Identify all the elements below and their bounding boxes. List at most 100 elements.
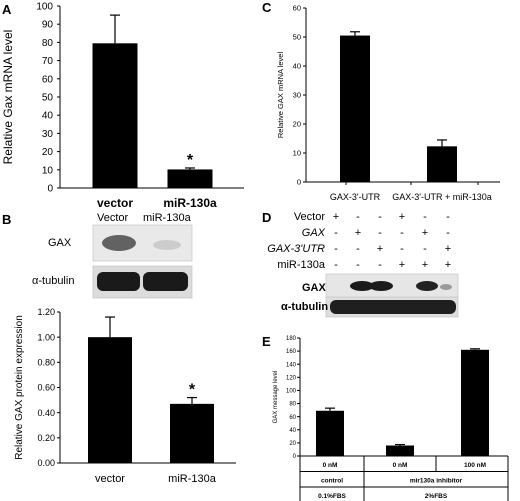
x-category-label: miR-130a: [168, 473, 217, 485]
y-tick-label: 20: [42, 147, 54, 158]
x-category-label: GAX-3'-UTR: [330, 192, 381, 202]
y-tick-label: 30: [42, 129, 54, 140]
sign-matrix-cell: -: [356, 211, 360, 223]
sign-matrix-cell: +: [422, 227, 428, 239]
blot-b-tubulin-band: [143, 272, 188, 291]
sign-matrix-cell: -: [400, 227, 404, 239]
chart-panel-a: 0 10 20 30 40 50 60 70 80 90 100 Relative Gax mRNA …: [1, 2, 244, 210]
y-tick-label: 60: [293, 4, 301, 13]
sign-matrix-cell: -: [446, 227, 450, 239]
bar: [170, 403, 214, 463]
sign-matrix-cell: +: [445, 259, 451, 271]
y-tick-label: 0.20: [37, 433, 55, 443]
table-cell: 0.1%FBS: [318, 493, 346, 500]
y-tick-label: 180: [286, 336, 297, 342]
blot-b-lane-label: miR-130a: [143, 212, 192, 224]
y-tick-label: 20: [293, 120, 301, 129]
y-tick-label: 120: [286, 375, 297, 381]
y-tick-label: 0: [47, 184, 53, 195]
y-tick-label: 100: [36, 2, 53, 13]
y-tick-label: 0.00: [37, 458, 55, 468]
sign-matrix-cell: -: [446, 211, 450, 223]
x-category-label: 0 nM: [393, 462, 408, 469]
y-tick-label: 90: [42, 20, 54, 31]
x-category-label: vector: [97, 196, 133, 210]
sign-matrix-cell: -: [400, 243, 404, 255]
y-tick-label: 50: [293, 33, 301, 42]
y-axis-title: Relative Gax mRNA level: [1, 30, 15, 165]
bar: [88, 337, 132, 463]
x-category-label: 100 nM: [464, 462, 486, 469]
sign-matrix-cell: -: [423, 211, 427, 223]
blot-d-gax-band: [416, 281, 438, 291]
y-tick-label: 1.20: [37, 307, 55, 317]
chart-panel-c: 0 10 20 30 40 50 60 Relative GAX mRNA level GAX-…: [276, 4, 500, 202]
table-cell: control: [321, 478, 343, 485]
y-tick-label: 70: [42, 56, 54, 67]
y-tick-label: 10: [42, 165, 54, 176]
panel-b-western-blot: Vector miR-130a GAX α-tubulin: [32, 212, 193, 299]
y-tick-label: 100: [286, 389, 297, 395]
y-tick-label: 140: [286, 362, 297, 368]
bar: [92, 43, 138, 189]
y-tick-label: 0.80: [37, 357, 55, 367]
y-tick-label: 20: [289, 441, 296, 447]
sign-matrix-cell: -: [423, 243, 427, 255]
panel-letter-c: C: [262, 0, 272, 15]
y-tick-label: 40: [289, 428, 296, 434]
panel-d-western-blot: Vector GAX GAX-3'UTR miR-130a + - - + - - - + - -…: [267, 211, 459, 318]
sign-matrix-cell: +: [377, 243, 383, 255]
panel-letter-a: A: [2, 2, 12, 17]
y-tick-label: 10: [293, 149, 301, 158]
y-tick-label: 40: [42, 111, 54, 122]
blot-d-row-label: GAX-3'UTR: [267, 243, 325, 255]
y-tick-label: 60: [289, 415, 296, 421]
y-tick-label: 40: [293, 62, 301, 71]
y-tick-label: 50: [42, 93, 54, 104]
blot-d-tubulin-band: [330, 300, 456, 314]
blot-b-row-label: GAX: [48, 237, 72, 249]
sign-matrix-cell: -: [378, 259, 382, 271]
sign-matrix-cell: +: [333, 211, 339, 223]
y-tick-label: 30: [293, 91, 301, 100]
y-tick-label: 60: [42, 74, 54, 85]
sign-matrix-cell: +: [399, 211, 405, 223]
blot-b-gax-band-mir: [153, 240, 181, 250]
x-category-label: 0 nM: [323, 462, 338, 469]
bar: [386, 445, 414, 456]
bar: [167, 169, 213, 188]
sign-matrix-cell: -: [378, 211, 382, 223]
y-tick-label: 160: [286, 349, 297, 355]
sign-matrix-cell: -: [334, 243, 338, 255]
chart-panel-e: 0 20 40 60 80 100 120 140 160 180 GAX message leve…: [273, 336, 509, 501]
bar: [461, 349, 489, 456]
sign-matrix-cell: +: [422, 259, 428, 271]
y-tick-label: 0.60: [37, 383, 55, 393]
blot-d-gax-band: [369, 281, 393, 291]
bar: [427, 146, 457, 182]
sign-matrix-cell: +: [355, 227, 361, 239]
y-tick-label: 80: [42, 38, 54, 49]
sign-matrix-cell: -: [334, 259, 338, 271]
x-category-label: GAX-3'-UTR + miR-130a: [392, 192, 492, 202]
table-cell: mir130a inhibitor: [410, 478, 463, 485]
chart-panel-b: 0.00 0.20 0.40 0.60 0.80 1.00 1.20 Relative GAX…: [14, 307, 236, 485]
blot-d-gax-band: [440, 284, 452, 290]
blot-d-gax-band: [350, 281, 374, 291]
significance-star: *: [189, 382, 196, 399]
blot-d-row-label: Vector: [294, 211, 326, 223]
bar: [340, 35, 370, 182]
blot-b-lane-label: Vector: [97, 212, 129, 224]
blot-d-row-label: miR-130a: [277, 259, 326, 271]
sign-matrix-cell: -: [356, 243, 360, 255]
blot-d-blot-label: GAX: [302, 282, 327, 294]
panel-letter-e: E: [262, 334, 271, 349]
y-tick-label: 0: [297, 178, 301, 187]
y-tick-label: 0.40: [37, 408, 55, 418]
sign-matrix-cell: -: [334, 227, 338, 239]
bar: [316, 410, 344, 456]
sign-matrix-cell: -: [356, 259, 360, 271]
blot-d-row-label: GAX: [302, 227, 326, 239]
blot-b-row-label: α-tubulin: [32, 275, 74, 287]
